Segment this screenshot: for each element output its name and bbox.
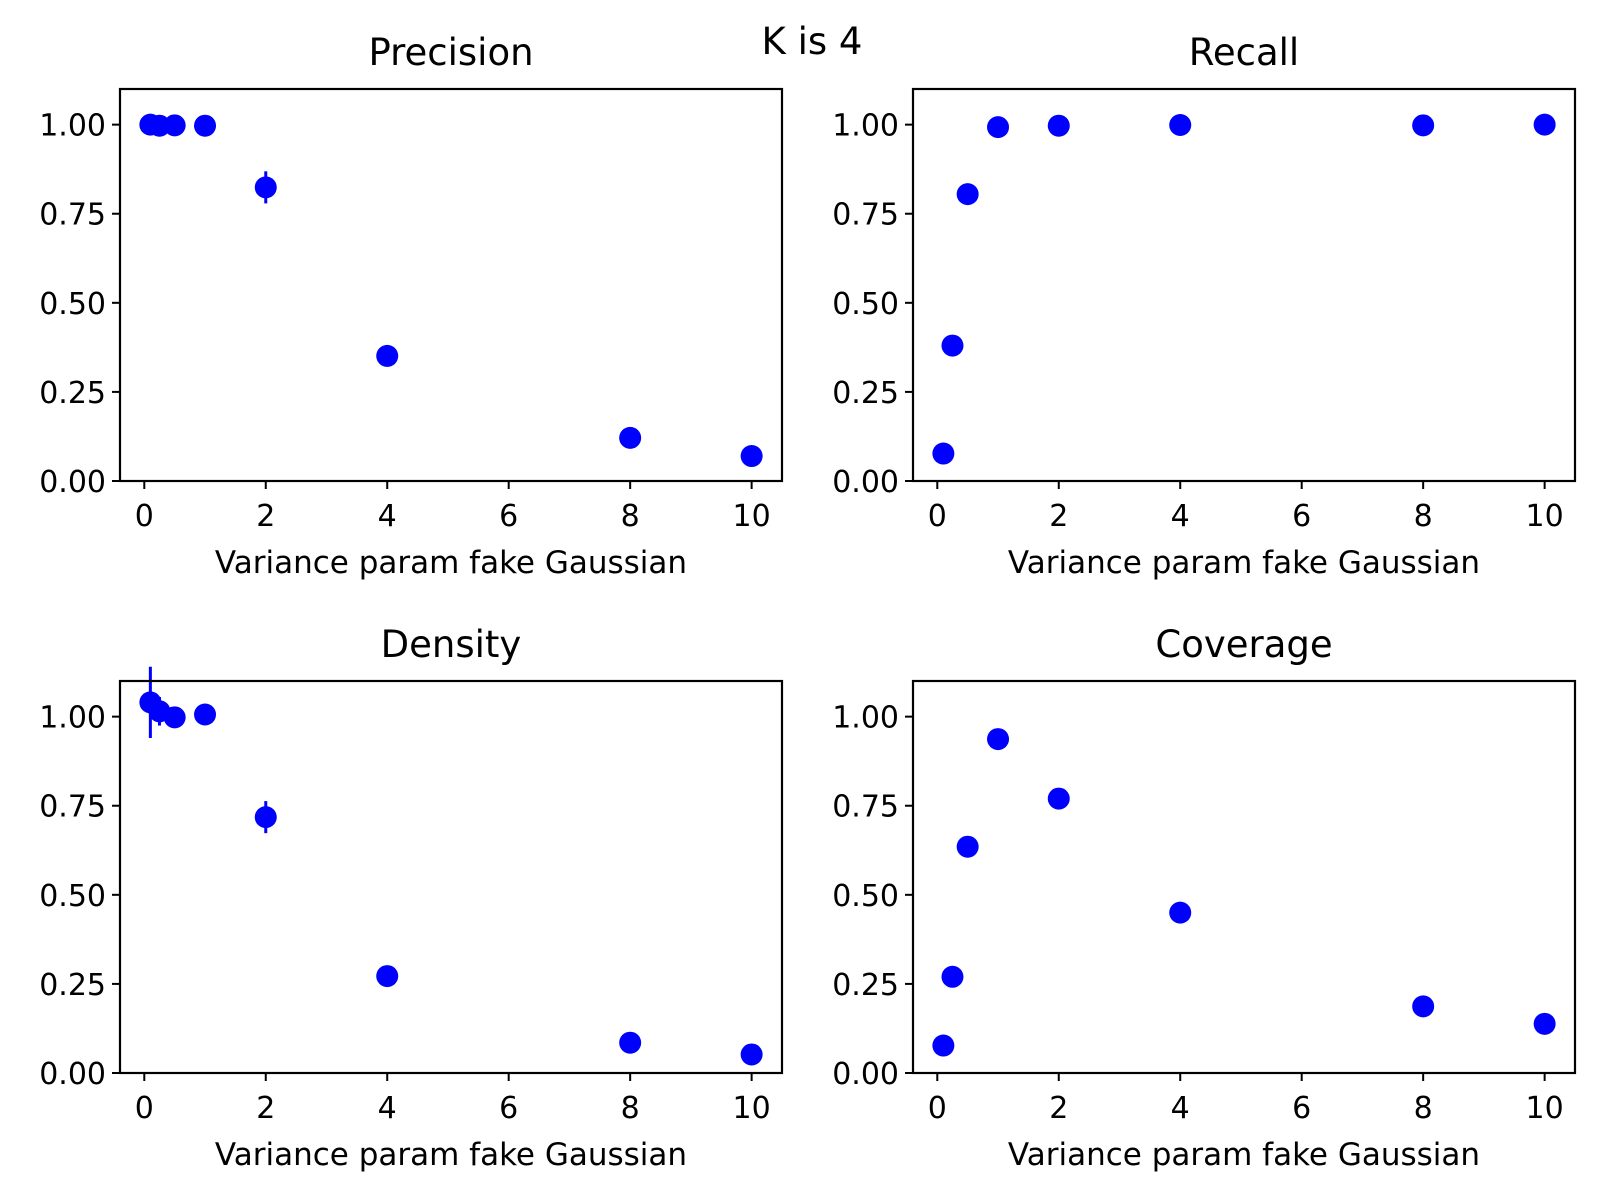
plot-frame	[911, 679, 1577, 1075]
figure-suptitle: K is 4	[762, 20, 863, 63]
data-point	[194, 703, 217, 726]
data-point	[740, 445, 763, 468]
data-point	[163, 114, 186, 137]
data-point	[1533, 113, 1556, 136]
data-point	[932, 442, 955, 465]
x-tick-label: 2	[1049, 1091, 1068, 1126]
y-tick-label: 0.00	[832, 1057, 899, 1092]
data-point	[376, 344, 399, 367]
data-point	[376, 965, 399, 988]
subplot-coverage: Coverage 0.00 0.25 0.50 0.75 1.00 0 2 4 6 8 10 Varia…	[832, 623, 1577, 1173]
y-tick-label: 0.75	[832, 790, 899, 825]
data-point	[619, 1031, 642, 1054]
data-point	[254, 806, 277, 829]
x-tick-label: 4	[1171, 1091, 1190, 1126]
y-tick-label: 0.50	[832, 287, 899, 322]
data-point	[163, 706, 186, 729]
x-axis-label: Variance param fake Gaussian	[1008, 1137, 1480, 1173]
x-tick-label: 4	[378, 499, 397, 534]
x-tick-label: 10	[733, 499, 771, 534]
data-point	[941, 965, 964, 988]
x-tick-label: 8	[621, 1091, 640, 1126]
y-tick-label: 1.00	[39, 701, 106, 736]
plot-frame	[118, 87, 784, 483]
data-point	[1047, 114, 1070, 137]
data-point	[1169, 901, 1192, 924]
y-tick-label: 1.00	[39, 109, 106, 144]
data-point	[956, 835, 979, 858]
x-tick-label: 6	[1292, 1091, 1311, 1126]
data-point	[956, 183, 979, 206]
y-tick-label: 0.25	[832, 968, 899, 1003]
y-tick-label: 0.75	[39, 198, 106, 233]
y-tick-label: 0.00	[832, 465, 899, 500]
x-tick-label: 0	[135, 499, 154, 534]
data-point	[987, 116, 1010, 139]
x-tick-label: 0	[928, 1091, 947, 1126]
x-tick-label: 0	[135, 1091, 154, 1126]
y-tick-label: 0.00	[39, 1057, 106, 1092]
subplot-title: Coverage	[1155, 623, 1332, 666]
subplot-title: Recall	[1189, 31, 1299, 74]
data-point	[1047, 787, 1070, 810]
y-tick-label: 1.00	[832, 701, 899, 736]
y-tick-label: 0.00	[39, 465, 106, 500]
plot-frame	[911, 87, 1577, 483]
y-tick-label: 0.75	[832, 198, 899, 233]
x-tick-label: 0	[928, 499, 947, 534]
x-tick-label: 4	[1171, 499, 1190, 534]
y-tick-label: 0.50	[39, 879, 106, 914]
x-tick-label: 6	[499, 499, 518, 534]
data-point	[194, 114, 217, 137]
data-point	[1533, 1012, 1556, 1035]
data-point	[254, 176, 277, 199]
x-tick-label: 2	[256, 499, 275, 534]
data-point	[1169, 113, 1192, 136]
y-tick-label: 0.50	[832, 879, 899, 914]
data-point	[932, 1034, 955, 1057]
x-tick-label: 10	[733, 1091, 771, 1126]
x-tick-label: 2	[1049, 499, 1068, 534]
x-axis-label: Variance param fake Gaussian	[1008, 545, 1480, 581]
data-point	[619, 426, 642, 449]
x-tick-label: 6	[499, 1091, 518, 1126]
x-tick-label: 8	[1414, 1091, 1433, 1126]
x-tick-label: 10	[1526, 1091, 1564, 1126]
y-tick-label: 0.75	[39, 790, 106, 825]
y-tick-label: 1.00	[832, 109, 899, 144]
y-tick-label: 0.25	[832, 376, 899, 411]
data-point	[740, 1043, 763, 1066]
subplot-recall: Recall 0.00 0.25 0.50 0.75 1.00 0 2 4 6 8 10 Varianc…	[832, 31, 1577, 581]
x-tick-label: 2	[256, 1091, 275, 1126]
data-point	[941, 334, 964, 357]
subplot-precision: Precision 0.00 0.25 0.50 0.75 1.00 0 2 4 6 8 10 Vari…	[39, 31, 784, 581]
x-tick-label: 6	[1292, 499, 1311, 534]
data-point	[987, 728, 1010, 751]
data-point	[1412, 995, 1435, 1018]
subplot-density: Density 0.00 0.25 0.50 0.75 1.00 0 2 4 6 8 10 Varian…	[39, 623, 784, 1173]
y-tick-label: 0.25	[39, 968, 106, 1003]
x-tick-label: 8	[621, 499, 640, 534]
subplot-title: Precision	[368, 31, 533, 74]
plot-frame	[118, 679, 784, 1075]
x-axis-label: Variance param fake Gaussian	[215, 1137, 687, 1173]
x-tick-label: 8	[1414, 499, 1433, 534]
data-point	[1412, 114, 1435, 137]
y-tick-label: 0.25	[39, 376, 106, 411]
y-tick-label: 0.50	[39, 287, 106, 322]
x-tick-label: 4	[378, 1091, 397, 1126]
subplot-title: Density	[381, 623, 522, 666]
x-tick-label: 10	[1526, 499, 1564, 534]
x-axis-label: Variance param fake Gaussian	[215, 545, 687, 581]
